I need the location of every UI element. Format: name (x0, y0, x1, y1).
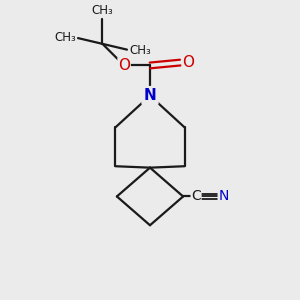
Text: CH₃: CH₃ (54, 31, 76, 44)
Text: N: N (144, 88, 156, 103)
Text: N: N (218, 190, 229, 203)
Text: O: O (182, 55, 194, 70)
Text: CH₃: CH₃ (92, 4, 113, 17)
Text: C: C (191, 190, 201, 203)
Text: O: O (118, 58, 130, 73)
Text: CH₃: CH₃ (129, 44, 151, 57)
